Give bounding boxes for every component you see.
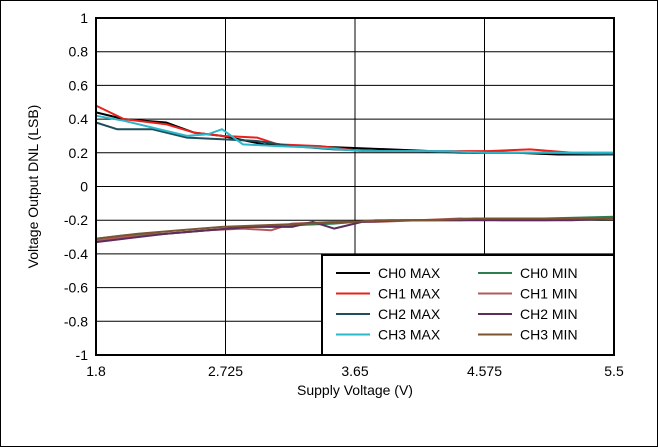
legend: CH0 MAX CH1 MAX CH2 MAX CH3 MAX CH0 MIN CH1 M… — [321, 254, 615, 356]
series-line-ch3-min — [95, 217, 614, 240]
y-tick-label: -0.4 — [64, 246, 88, 262]
y-tick-label: -0.6 — [64, 280, 88, 296]
y-tick-label: 0.8 — [69, 44, 89, 60]
y-tick-label: 1 — [80, 10, 88, 26]
legend-label: CH0 MAX — [378, 265, 441, 281]
x-tick-label: 1.8 — [86, 363, 106, 379]
legend-label: CH2 MAX — [378, 306, 441, 322]
x-tick-label: 2.725 — [208, 363, 243, 379]
series-line-ch2-min — [95, 217, 615, 244]
y-tick-label: -0.8 — [64, 313, 88, 329]
legend-label: CH0 MIN — [520, 265, 578, 281]
legend-box — [321, 254, 615, 356]
x-tick-label: 5.5 — [604, 363, 624, 379]
legend-label: CH3 MIN — [520, 327, 578, 343]
y-tick-label: 0.4 — [69, 111, 89, 127]
y-tick-label: 0 — [80, 179, 88, 195]
series-line-ch1-max — [95, 104, 614, 154]
x-axis-title: Supply Voltage (V) — [297, 382, 413, 398]
legend-label: CH1 MIN — [520, 286, 578, 302]
x-tick-label: 3.65 — [341, 363, 368, 379]
series-line-ch3-max — [95, 114, 614, 154]
legend-label: CH1 MAX — [378, 286, 441, 302]
y-tick-labels: -1 -0.8 -0.6 -0.4 -0.2 0 0.2 0.4 0.6 0.8 1 — [64, 10, 88, 363]
y-tick-label: -1 — [76, 347, 89, 363]
y-tick-label: -0.2 — [64, 212, 88, 228]
y-axis-title: Voltage Output DNL (LSB) — [25, 105, 41, 269]
x-tick-labels: 1.8 2.725 3.65 4.575 5.5 — [86, 363, 624, 379]
y-tick-label: 0.6 — [69, 77, 89, 93]
series-layer — [95, 104, 615, 244]
y-tick-label: 0.2 — [69, 145, 89, 161]
legend-label: CH3 MAX — [378, 327, 441, 343]
x-tick-label: 4.575 — [467, 363, 502, 379]
legend-label: CH2 MIN — [520, 306, 578, 322]
